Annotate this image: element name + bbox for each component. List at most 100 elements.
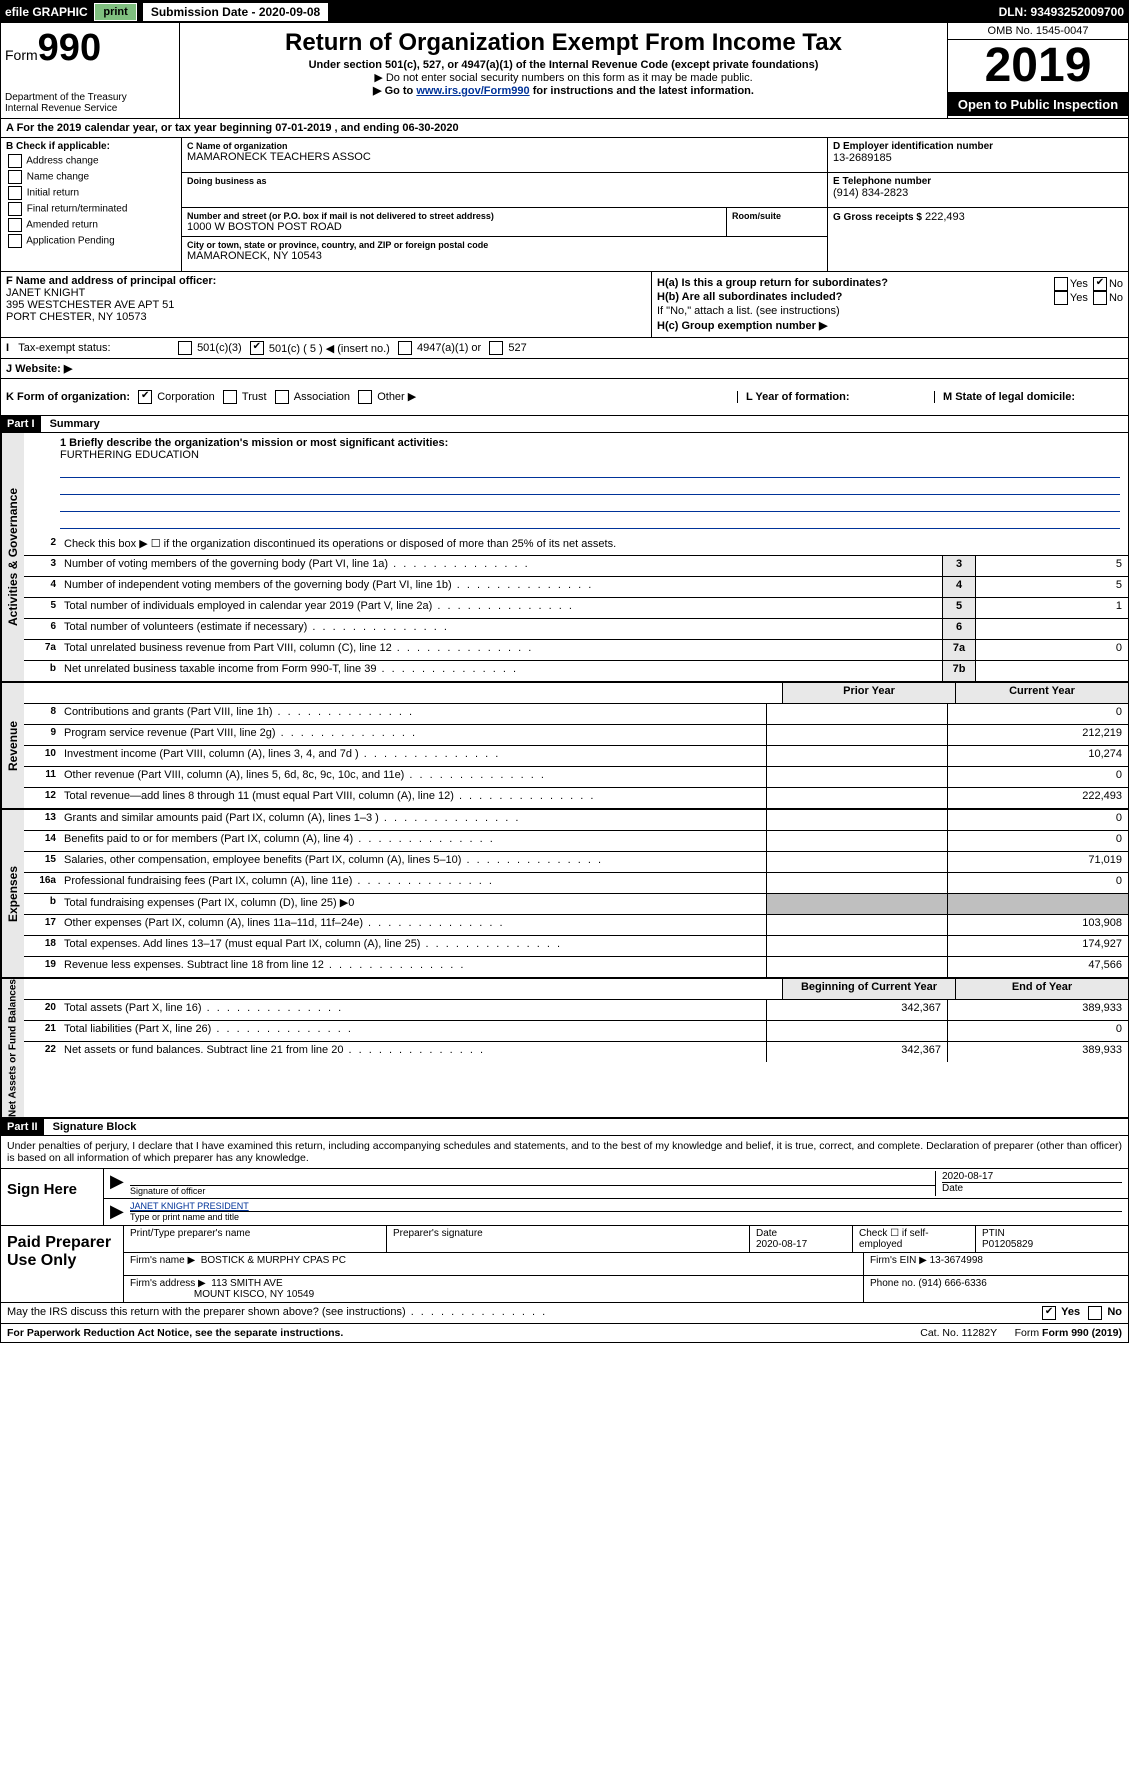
527-checkbox[interactable] xyxy=(489,341,503,355)
gross-label: G Gross receipts $ xyxy=(833,212,922,223)
instructions-link[interactable]: www.irs.gov/Form990 xyxy=(416,85,529,97)
trust-checkbox[interactable] xyxy=(223,390,237,404)
sign-date-label: Date xyxy=(942,1182,1122,1194)
line7b-text: Net unrelated business taxable income fr… xyxy=(60,661,942,681)
part2-title: Signature Block xyxy=(47,1119,143,1135)
table-row: 13Grants and similar amounts paid (Part … xyxy=(24,810,1128,831)
line2-text: Check this box ▶ ☐ if the organization d… xyxy=(60,535,1128,555)
table-row: 9Program service revenue (Part VIII, lin… xyxy=(24,725,1128,746)
h-block: H(a) Is this a group return for subordin… xyxy=(652,272,1128,337)
line4-value: 5 xyxy=(975,577,1128,597)
pra-notice: For Paperwork Reduction Act Notice, see … xyxy=(7,1327,343,1339)
part1-title: Summary xyxy=(44,416,106,432)
firm-name-value: BOSTICK & MURPHY CPAS PC xyxy=(201,1255,346,1266)
firm-ein-value: 13-3674998 xyxy=(930,1255,983,1266)
501c-checkbox[interactable] xyxy=(250,341,264,355)
paid-preparer-row: Paid Preparer Use Only Print/Type prepar… xyxy=(1,1226,1128,1303)
city-value: MAMARONECK, NY 10543 xyxy=(187,250,822,262)
year-cell: OMB No. 1545-0047 2019 Open to Public In… xyxy=(948,23,1128,118)
name-change-checkbox[interactable] xyxy=(8,170,22,184)
expenses-label: Expenses xyxy=(1,810,24,977)
firm-addr2-value: MOUNT KISCO, NY 10549 xyxy=(194,1289,314,1300)
table-row: 21Total liabilities (Part X, line 26)0 xyxy=(24,1021,1128,1042)
dba-label: Doing business as xyxy=(187,176,822,186)
line7a-text: Total unrelated business revenue from Pa… xyxy=(60,640,942,660)
box-b-label: B Check if applicable: xyxy=(6,141,110,152)
dln-label: DLN: 93493252009700 xyxy=(999,5,1124,19)
app-pending-checkbox[interactable] xyxy=(8,234,22,248)
perjury-text: Under penalties of perjury, I declare th… xyxy=(1,1136,1128,1168)
ein-value: 13-2689185 xyxy=(833,152,1123,164)
sign-here-row: Sign Here ▶ Signature of officer 2020-08… xyxy=(1,1169,1128,1226)
part2-header: Part II xyxy=(1,1119,44,1135)
amended-return-checkbox[interactable] xyxy=(8,218,22,232)
hb-no-checkbox[interactable] xyxy=(1093,291,1107,305)
line4-text: Number of independent voting members of … xyxy=(60,577,942,597)
line3-value: 5 xyxy=(975,556,1128,576)
form-subtitle: Under section 501(c), 527, or 4947(a)(1)… xyxy=(184,59,943,71)
form-label: Form xyxy=(5,47,38,63)
firm-phone-value: (914) 666-6336 xyxy=(918,1278,986,1289)
briefly-block: 1 Briefly describe the organization's mi… xyxy=(24,433,1128,535)
hb-yes-checkbox[interactable] xyxy=(1054,291,1068,305)
officer-h-block: F Name and address of principal officer:… xyxy=(1,272,1128,338)
line6-value xyxy=(975,619,1128,639)
omb-number: OMB No. 1545-0047 xyxy=(948,23,1128,40)
form-title: Return of Organization Exempt From Incom… xyxy=(184,29,943,57)
cat-no: Cat. No. 11282Y xyxy=(920,1327,997,1339)
city-label: City or town, state or province, country… xyxy=(187,240,822,250)
open-public-label: Open to Public Inspection xyxy=(948,93,1128,116)
ha-no-checkbox[interactable] xyxy=(1093,277,1107,291)
discuss-no-checkbox[interactable] xyxy=(1088,1306,1102,1320)
ptin-value: P01205829 xyxy=(982,1239,1033,1250)
table-row: 15Salaries, other compensation, employee… xyxy=(24,852,1128,873)
sign-name-label: Type or print name and title xyxy=(130,1211,1122,1222)
phone-label: E Telephone number xyxy=(833,176,1123,187)
initial-return-checkbox[interactable] xyxy=(8,186,22,200)
prep-date-value: 2020-08-17 xyxy=(756,1239,807,1250)
table-row: 11Other revenue (Part VIII, column (A), … xyxy=(24,767,1128,788)
firm-addr1-value: 113 SMITH AVE xyxy=(211,1278,282,1289)
4947-checkbox[interactable] xyxy=(398,341,412,355)
table-row: 16aProfessional fundraising fees (Part I… xyxy=(24,873,1128,894)
phone-value: (914) 834-2823 xyxy=(833,187,1123,199)
period-row: A For the 2019 calendar year, or tax yea… xyxy=(1,119,1128,138)
expenses-section: Expenses 13Grants and similar amounts pa… xyxy=(1,810,1128,979)
governance-section: Activities & Governance 1 Briefly descri… xyxy=(1,433,1128,683)
assoc-checkbox[interactable] xyxy=(275,390,289,404)
final-return-checkbox[interactable] xyxy=(8,202,22,216)
sign-arrow-icon-2: ▶ xyxy=(110,1201,130,1223)
note-ssn: ▶ Do not enter social security numbers o… xyxy=(184,71,943,84)
current-year-header: Current Year xyxy=(955,683,1128,703)
year-formation-label: L Year of formation: xyxy=(746,391,850,403)
address-change-checkbox[interactable] xyxy=(8,154,22,168)
prep-date-header: Date xyxy=(756,1228,777,1239)
corp-checkbox[interactable] xyxy=(138,390,152,404)
sign-name-value: JANET KNIGHT PRESIDENT xyxy=(130,1201,249,1211)
501c3-checkbox[interactable] xyxy=(178,341,192,355)
title-cell: Return of Organization Exempt From Incom… xyxy=(180,23,948,118)
ptin-header: PTIN xyxy=(982,1228,1005,1239)
line3-text: Number of voting members of the governin… xyxy=(60,556,942,576)
table-row: 8Contributions and grants (Part VIII, li… xyxy=(24,704,1128,725)
end-year-header: End of Year xyxy=(955,979,1128,999)
paid-preparer-label: Paid Preparer Use Only xyxy=(1,1226,124,1302)
note-goto-pre: ▶ Go to xyxy=(373,85,416,97)
ha-yes-checkbox[interactable] xyxy=(1054,277,1068,291)
revenue-section: Revenue Prior Year Current Year 8Contrib… xyxy=(1,683,1128,810)
officer-addr2: PORT CHESTER, NY 10573 xyxy=(6,311,147,323)
table-row: 19Revenue less expenses. Subtract line 1… xyxy=(24,957,1128,977)
table-row: 22Net assets or fund balances. Subtract … xyxy=(24,1042,1128,1062)
korg-label: K Form of organization: xyxy=(6,391,130,403)
ha-label: H(a) Is this a group return for subordin… xyxy=(657,277,888,289)
discuss-yes-checkbox[interactable] xyxy=(1042,1306,1056,1320)
print-button[interactable]: print xyxy=(94,3,136,21)
officer-label: F Name and address of principal officer: xyxy=(6,275,216,287)
officer-addr1: 395 WESTCHESTER AVE APT 51 xyxy=(6,299,174,311)
footer-row: For Paperwork Reduction Act Notice, see … xyxy=(1,1324,1128,1342)
form-ref: Form Form 990 (2019) xyxy=(1015,1327,1122,1339)
officer-name: JANET KNIGHT xyxy=(6,287,85,299)
table-row: 18Total expenses. Add lines 13–17 (must … xyxy=(24,936,1128,957)
other-checkbox[interactable] xyxy=(358,390,372,404)
line5-text: Total number of individuals employed in … xyxy=(60,598,942,618)
